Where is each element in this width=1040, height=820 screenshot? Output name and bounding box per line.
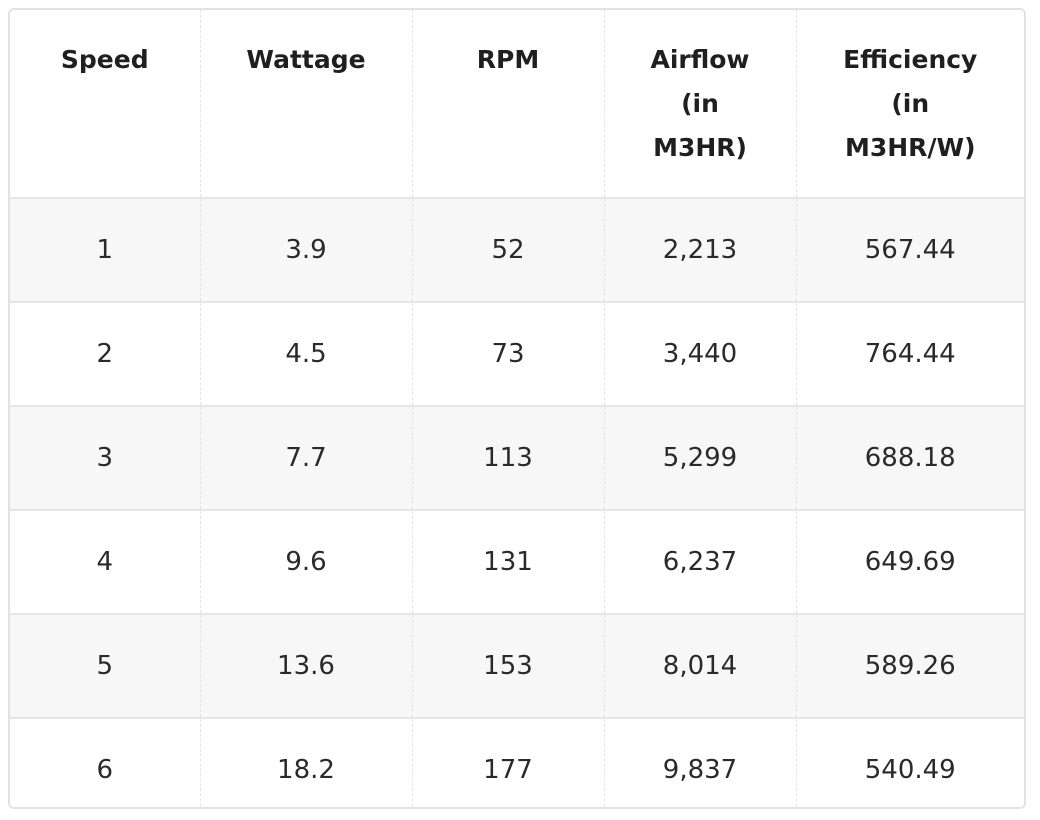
header-wattage-label: Wattage	[246, 45, 366, 74]
cell-wattage: 7.7	[200, 406, 413, 510]
cell-airflow: 8,014	[604, 614, 797, 718]
header-efficiency-line-2: (in	[891, 89, 930, 118]
header-speed-label: Speed	[60, 45, 149, 74]
cell-rpm: 153	[412, 614, 605, 718]
cell-wattage: 13.6	[200, 614, 413, 718]
cell-speed: 6	[10, 718, 201, 807]
cell-efficiency: 567.44	[864, 235, 956, 265]
table-row: 3 7.7 113 5,299 688.18	[10, 406, 1024, 510]
cell-efficiency: 589.26	[864, 651, 956, 681]
fan-speed-table-container: Speed Wattage RPM Airflow (in M3HR) Effi…	[8, 8, 1026, 809]
fan-speed-table: Speed Wattage RPM Airflow (in M3HR) Effi…	[10, 10, 1024, 807]
header-row: Speed Wattage RPM Airflow (in M3HR) Effi…	[10, 10, 1024, 198]
cell-airflow: 2,213	[604, 198, 797, 302]
cell-airflow: 3,440	[604, 302, 797, 406]
cell-wattage: 4.5	[200, 302, 413, 406]
cell-efficiency: 764.44	[864, 339, 956, 369]
cell-rpm: 131	[412, 510, 605, 614]
table-body: 1 3.9 52 2,213 567.44 2 4.5 73 3,440 764…	[10, 198, 1024, 807]
cell-wattage: 3.9	[200, 198, 413, 302]
header-airflow: Airflow (in M3HR)	[604, 10, 797, 198]
header-speed: Speed	[10, 10, 201, 198]
cell-speed: 3	[10, 406, 201, 510]
table-row: 2 4.5 73 3,440 764.44	[10, 302, 1024, 406]
table-row: 5 13.6 153 8,014 589.26	[10, 614, 1024, 718]
header-rpm-label: RPM	[476, 45, 540, 74]
header-airflow-line-2: (in	[681, 89, 719, 118]
cell-rpm: 73	[412, 302, 605, 406]
cell-airflow: 9,837	[604, 718, 797, 807]
cell-efficiency: 688.18	[864, 443, 956, 473]
cell-wattage: 9.6	[200, 510, 413, 614]
header-rpm: RPM	[412, 10, 605, 198]
header-efficiency-line-3: M3HR/W)	[844, 133, 976, 162]
cell-speed: 1	[10, 198, 201, 302]
cell-efficiency: 649.69	[864, 547, 956, 577]
table-row: 4 9.6 131 6,237 649.69	[10, 510, 1024, 614]
header-airflow-line-3: M3HR)	[653, 133, 747, 162]
cell-efficiency: 540.49	[864, 755, 956, 785]
cell-speed: 4	[10, 510, 201, 614]
cell-airflow: 6,237	[604, 510, 797, 614]
cell-wattage: 18.2	[200, 718, 413, 807]
table-row: 1 3.9 52 2,213 567.44	[10, 198, 1024, 302]
cell-rpm: 52	[412, 198, 605, 302]
table-header: Speed Wattage RPM Airflow (in M3HR) Effi…	[10, 10, 1024, 198]
header-airflow-line-1: Airflow	[650, 45, 750, 74]
table-row: 6 18.2 177 9,837 540.49	[10, 718, 1024, 807]
cell-rpm: 113	[412, 406, 605, 510]
header-efficiency: Efficiency (in M3HR/W)	[796, 10, 1024, 198]
header-wattage: Wattage	[200, 10, 413, 198]
cell-rpm: 177	[412, 718, 605, 807]
cell-speed: 5	[10, 614, 201, 718]
cell-speed: 2	[10, 302, 201, 406]
header-efficiency-line-1: Efficiency	[843, 45, 978, 74]
cell-airflow: 5,299	[604, 406, 797, 510]
